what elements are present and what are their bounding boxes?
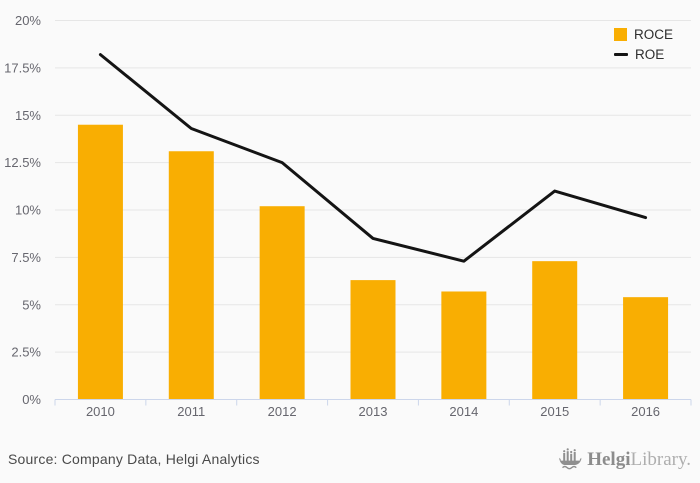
- y-axis-label-5%: 5%: [22, 297, 41, 312]
- bar-roce-2012[interactable]: [259, 206, 305, 400]
- roce-square-swatch-icon: [614, 27, 627, 41]
- brand-logo[interactable]: HelgiLibrary.: [559, 448, 691, 470]
- x-axis-label-2011: 2011: [177, 404, 205, 419]
- y-axis-label-12.5%: 12.5%: [4, 155, 41, 170]
- legend-item-roce[interactable]: ROCE: [614, 26, 673, 42]
- x-axis-label-2016: 2016: [631, 404, 660, 419]
- helgi-ship-icon: [559, 448, 582, 470]
- legend-label-roce: ROCE: [634, 26, 674, 42]
- x-axis-label-2013: 2013: [359, 404, 388, 419]
- y-axis-label-20%: 20%: [15, 13, 41, 28]
- x-axis-label-2010: 2010: [86, 404, 115, 419]
- y-axis-label-0%: 0%: [22, 392, 41, 407]
- bar-roce-2010[interactable]: [77, 124, 123, 400]
- roe-line-series[interactable]: [98, 53, 648, 263]
- legend-label-roe: ROE: [635, 46, 665, 62]
- bar-roce-2016[interactable]: [623, 297, 669, 400]
- y-axis-label-10%: 10%: [15, 203, 41, 218]
- bar-roce-2013[interactable]: [350, 280, 396, 400]
- y-axis-label-15%: 15%: [15, 108, 41, 123]
- roe-line-swatch-icon: [614, 52, 628, 56]
- x-axis-label-2012: 2012: [268, 404, 297, 419]
- legend-item-roe[interactable]: ROE: [614, 46, 673, 62]
- footer: Source: Company Data, Helgi Analytics: [0, 442, 700, 476]
- brand-text-helgi: Helgi: [587, 448, 631, 470]
- brand-text-library: Library.: [630, 448, 692, 470]
- x-axis-label-2014: 2014: [449, 404, 478, 419]
- bar-roce-2011[interactable]: [168, 151, 214, 400]
- y-axis-label-7.5%: 7.5%: [11, 250, 41, 265]
- source-text: Source: Company Data, Helgi Analytics: [8, 451, 260, 467]
- y-axis-label-17.5%: 17.5%: [4, 60, 41, 75]
- y-axis-label-2.5%: 2.5%: [11, 345, 41, 360]
- legend: ROCE ROE: [614, 26, 673, 62]
- combo-chart-plot: 0% 2.5% 5% 7.5% 10% 12.5% 15% 17.5% 20% 2010 2011 2…: [4, 13, 692, 419]
- bar-roce-2014[interactable]: [441, 291, 487, 400]
- x-axis-label-2015: 2015: [540, 404, 569, 419]
- bar-roce-2015[interactable]: [532, 261, 578, 400]
